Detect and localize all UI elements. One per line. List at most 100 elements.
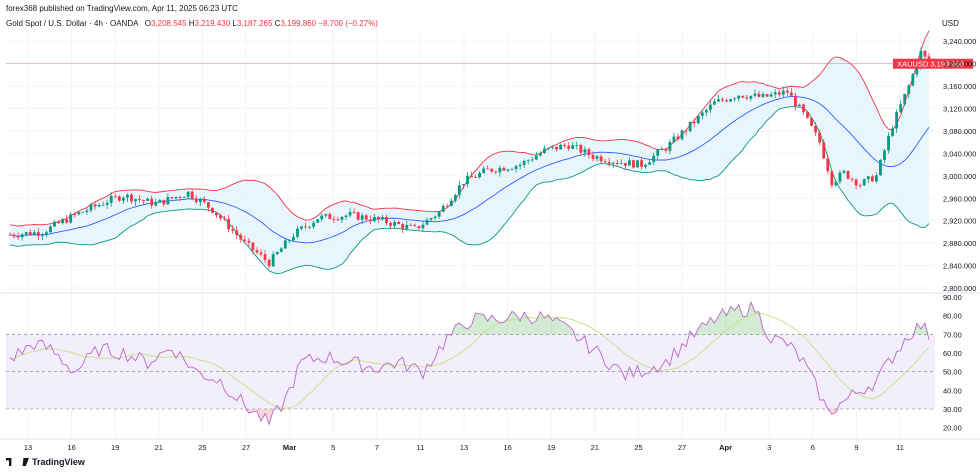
candle-body — [239, 235, 243, 240]
candle-body — [526, 160, 530, 162]
candle-body — [814, 125, 818, 133]
candle-body — [425, 219, 429, 225]
price-tag-bg — [893, 58, 973, 69]
candle-body — [696, 115, 700, 124]
time-tick-label: 21 — [591, 443, 599, 452]
rsi-overbought-fill — [698, 322, 703, 335]
symbol-name[interactable]: Gold Spot / U.S. Dollar · 4h · OANDA — [6, 19, 139, 28]
candle-body — [328, 214, 332, 220]
candle-body — [324, 214, 328, 216]
candle-body — [190, 191, 194, 199]
candle-body — [753, 93, 757, 96]
candle-body — [644, 164, 648, 167]
candle-body — [40, 234, 44, 236]
candle-body — [781, 90, 785, 95]
candle-body — [530, 159, 534, 161]
candle-body — [567, 145, 571, 149]
candle-body — [158, 199, 162, 203]
candle-body — [287, 240, 291, 242]
brand-name: TradingView — [32, 457, 85, 467]
candle-body — [109, 195, 113, 203]
candle-body — [138, 199, 141, 201]
candle-body — [437, 211, 441, 217]
close-value: 3,199.860 — [280, 19, 317, 28]
candle-body — [291, 236, 295, 241]
candle-body — [891, 128, 894, 136]
candle-body — [765, 94, 769, 97]
rsi-overbought-fill — [475, 313, 480, 335]
candle-body — [368, 219, 372, 222]
candle-body — [441, 205, 445, 212]
time-tick-label: 9 — [854, 443, 858, 452]
candle-body — [61, 219, 65, 224]
candle-body — [741, 95, 745, 98]
candle-body — [656, 149, 660, 156]
candle-body — [89, 204, 93, 211]
candle-body — [611, 162, 615, 164]
candle-body — [522, 160, 526, 165]
candle-body — [385, 217, 388, 224]
price-tick-label: 2,960.000 — [943, 194, 976, 203]
candle-body — [911, 74, 915, 86]
rsi-oversold-fill — [831, 409, 836, 415]
candle-body — [28, 232, 32, 236]
candle-body — [162, 199, 166, 205]
candle-body — [433, 216, 437, 219]
candle-body — [802, 104, 805, 112]
candle-body — [377, 217, 380, 220]
open-value: 3,208.545 — [150, 19, 187, 28]
time-tick-label: 6 — [811, 443, 815, 452]
candle-body — [263, 254, 267, 260]
candle-body — [251, 242, 255, 251]
candle-body — [915, 66, 919, 75]
candle-body — [490, 168, 494, 172]
candle-body — [348, 212, 352, 216]
candle-body — [834, 181, 838, 186]
candle-body — [65, 219, 69, 223]
candle-body — [69, 214, 73, 223]
currency-label: USD — [942, 19, 959, 28]
candle-body — [174, 196, 178, 199]
candle-body — [45, 232, 48, 235]
tradingview-brand[interactable]: TradingView — [6, 457, 85, 467]
candle-body — [267, 259, 271, 267]
candle-body — [854, 179, 858, 186]
rsi-overbought-fill — [520, 312, 525, 335]
candle-body — [308, 226, 311, 228]
candle-body — [769, 94, 773, 97]
rsi-overbought-fill — [714, 316, 719, 335]
candle-body — [372, 217, 376, 222]
candle-body — [219, 215, 222, 219]
rsi-oversold-fill — [244, 409, 249, 414]
candle-body — [77, 212, 81, 215]
candle-body — [101, 204, 105, 206]
rsi-overbought-fill — [536, 311, 541, 335]
rsi-tick-label: 60.00 — [943, 349, 962, 358]
candle-body — [57, 221, 60, 224]
candle-body — [615, 162, 619, 164]
price-tick-label: 3,160.000 — [943, 82, 976, 91]
candle-body — [761, 94, 765, 97]
candle-body — [676, 136, 680, 140]
candle-body — [700, 112, 704, 116]
candle-body — [874, 175, 878, 182]
candle-body — [142, 200, 145, 201]
candle-body — [866, 176, 870, 180]
candle-body — [498, 167, 502, 173]
candle-body — [628, 160, 631, 166]
rsi-tick-label: 50.00 — [943, 368, 962, 377]
candle-body — [186, 191, 190, 197]
candle-body — [826, 158, 830, 172]
low-label: L — [232, 19, 237, 28]
candle-body — [648, 162, 652, 165]
candle-body — [575, 145, 579, 146]
candle-body — [603, 161, 607, 163]
rsi-overbought-fill — [556, 317, 561, 335]
candle-body — [623, 163, 627, 166]
symbol-legend: Gold Spot / U.S. Dollar · 4h · OANDA O3,… — [6, 19, 378, 28]
candle-body — [12, 234, 16, 237]
price-tick-label: 3,000.000 — [943, 172, 976, 181]
rsi-ma-line — [9, 312, 930, 409]
candle-body — [895, 112, 899, 129]
